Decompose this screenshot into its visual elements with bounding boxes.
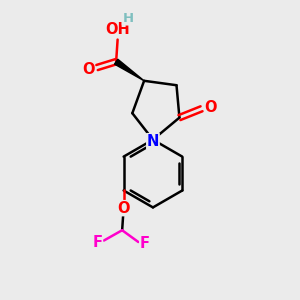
Text: F: F <box>92 235 102 250</box>
Text: H: H <box>122 12 134 25</box>
Polygon shape <box>115 59 144 81</box>
Text: O: O <box>82 61 94 76</box>
Text: OH: OH <box>105 22 130 37</box>
Text: N: N <box>147 134 159 149</box>
Text: F: F <box>140 236 150 251</box>
Text: O: O <box>117 201 130 216</box>
Text: O: O <box>205 100 217 115</box>
